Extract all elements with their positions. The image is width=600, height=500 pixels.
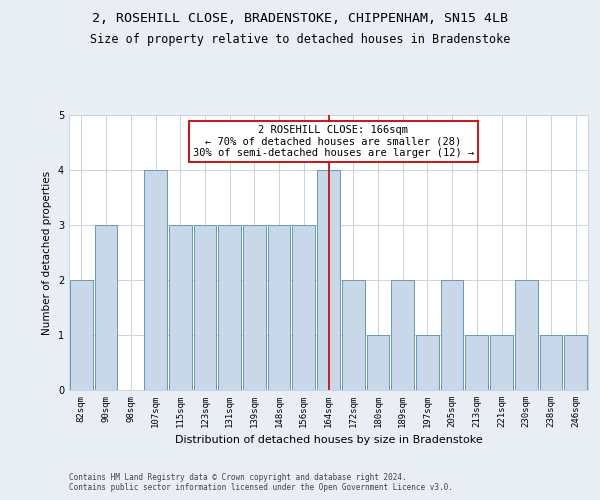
Bar xyxy=(441,280,463,390)
Bar xyxy=(218,225,241,390)
Bar xyxy=(466,335,488,390)
Bar xyxy=(144,170,167,390)
Bar xyxy=(515,280,538,390)
Bar xyxy=(243,225,266,390)
Bar xyxy=(292,225,315,390)
Bar xyxy=(342,280,365,390)
Bar xyxy=(169,225,191,390)
Y-axis label: Number of detached properties: Number of detached properties xyxy=(43,170,52,334)
Text: 2, ROSEHILL CLOSE, BRADENSTOKE, CHIPPENHAM, SN15 4LB: 2, ROSEHILL CLOSE, BRADENSTOKE, CHIPPENH… xyxy=(92,12,508,26)
Text: Contains HM Land Registry data © Crown copyright and database right 2024.
Contai: Contains HM Land Registry data © Crown c… xyxy=(69,473,453,492)
Bar xyxy=(367,335,389,390)
Bar xyxy=(391,280,414,390)
Bar xyxy=(490,335,513,390)
Bar xyxy=(194,225,216,390)
Bar xyxy=(70,280,93,390)
Bar xyxy=(268,225,290,390)
Bar xyxy=(539,335,562,390)
X-axis label: Distribution of detached houses by size in Bradenstoke: Distribution of detached houses by size … xyxy=(175,436,482,446)
Bar xyxy=(416,335,439,390)
Bar xyxy=(564,335,587,390)
Bar xyxy=(317,170,340,390)
Text: 2 ROSEHILL CLOSE: 166sqm
← 70% of detached houses are smaller (28)
30% of semi-d: 2 ROSEHILL CLOSE: 166sqm ← 70% of detach… xyxy=(193,125,474,158)
Text: Size of property relative to detached houses in Bradenstoke: Size of property relative to detached ho… xyxy=(90,32,510,46)
Bar xyxy=(95,225,118,390)
